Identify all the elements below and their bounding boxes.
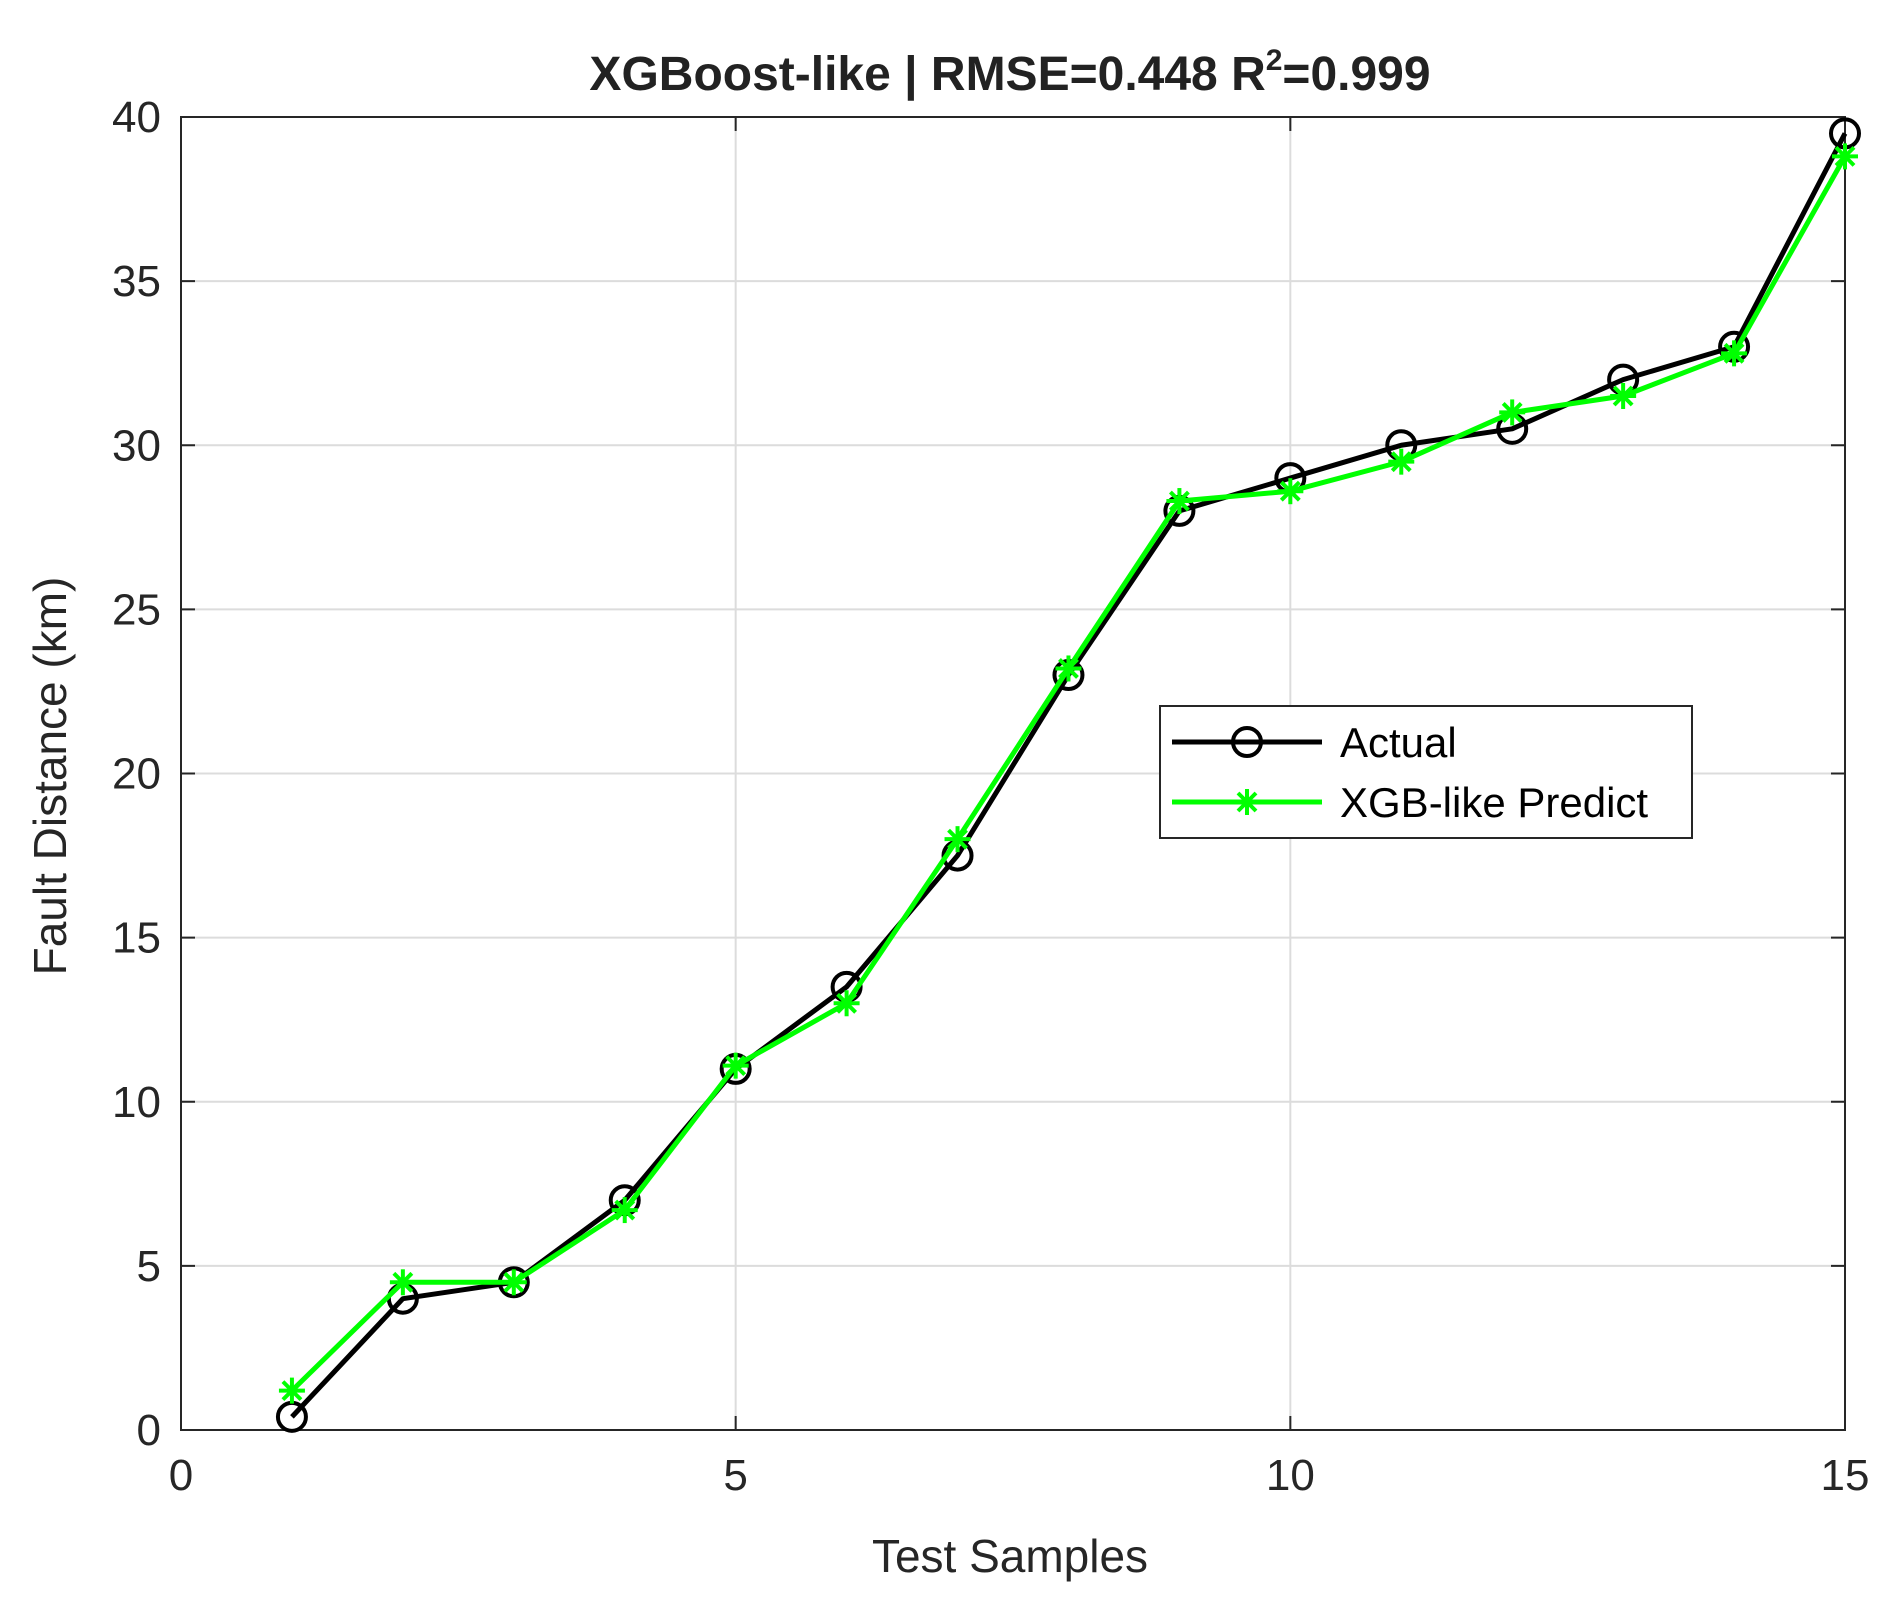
legend: Actual XGB-like Predict — [1159, 705, 1693, 839]
data-point-predict — [1388, 448, 1415, 475]
legend-marker-predict — [1234, 789, 1260, 815]
data-point-predict — [722, 1052, 749, 1079]
y-tick-label: 25 — [112, 585, 161, 634]
legend-label-actual: Actual — [1340, 719, 1457, 766]
data-point-predict — [1166, 488, 1193, 515]
y-tick-label: 10 — [112, 1078, 161, 1127]
data-point-predict — [1610, 383, 1637, 410]
chart-title-superscript: 2 — [1266, 44, 1283, 77]
y-tick-label: 15 — [112, 914, 161, 963]
data-point-predict — [833, 990, 860, 1017]
data-point-predict — [1832, 143, 1858, 170]
y-tick-label: 35 — [112, 257, 161, 306]
y-tick-label: 5 — [137, 1242, 161, 1291]
legend-label-predict: XGB-like Predict — [1340, 779, 1648, 826]
x-tick-label: 0 — [169, 1451, 193, 1500]
x-tick-label: 10 — [1266, 1451, 1315, 1500]
axis-ticks — [180, 116, 1846, 1431]
tick-labels: 0 5 10 15 0 5 10 15 20 25 30 35 40 — [112, 93, 1869, 1500]
data-point-predict — [1277, 478, 1304, 505]
chart-title: XGBoost-like | RMSE=0.448 R2=0.999 — [589, 44, 1430, 101]
x-tick-label: 15 — [1821, 1451, 1870, 1500]
series-predict — [278, 143, 1858, 1404]
legend-marker-actual — [1231, 726, 1263, 758]
x-axis-label: Test Samples — [872, 1530, 1148, 1582]
y-tick-label: 0 — [137, 1406, 161, 1455]
y-tick-label: 40 — [112, 93, 161, 142]
data-point-predict — [1055, 655, 1082, 682]
data-point-predict — [389, 1269, 416, 1296]
data-point-predict — [1499, 399, 1526, 426]
y-tick-label: 20 — [112, 750, 161, 799]
data-point-predict — [278, 1377, 305, 1404]
y-tick-label: 30 — [112, 421, 161, 470]
data-point-predict — [1721, 340, 1748, 367]
data-point-predict — [500, 1269, 527, 1296]
x-tick-label: 5 — [723, 1451, 747, 1500]
data-point-predict — [944, 826, 971, 853]
series-layer — [275, 117, 1861, 1433]
data-point-predict — [611, 1197, 638, 1224]
y-axis-label: Fault Distance (km) — [24, 577, 76, 976]
